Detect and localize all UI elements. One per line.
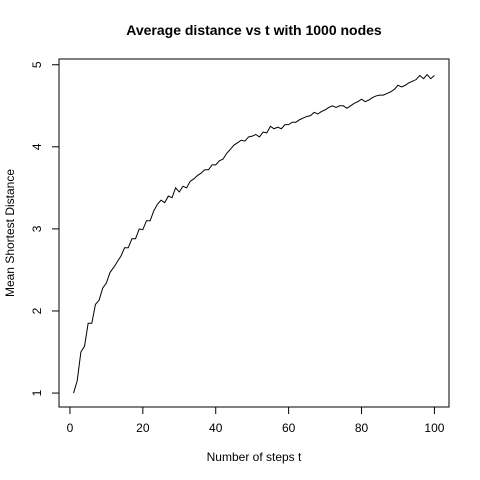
y-tick-label: 2 [30,307,44,314]
x-tick-label: 100 [424,421,444,435]
x-axis: 0 20 40 60 80 100 [67,407,445,435]
y-tick-label: 3 [30,225,44,232]
plot-frame [58,58,450,408]
y-tick-label: 5 [30,61,44,68]
y-tick-label: 4 [30,143,44,150]
x-tick-label: 0 [67,421,74,435]
x-tick-label: 20 [136,421,150,435]
x-axis-label: Number of steps t [207,450,302,464]
series-line [73,73,435,394]
chart-title: Average distance vs t with 1000 nodes [126,22,382,38]
x-tick-label: 40 [209,421,223,435]
x-tick-label: 80 [355,421,369,435]
y-axis-label: Mean Shortest Distance [3,169,17,297]
y-axis: 1 2 3 4 5 [30,61,59,396]
y-tick-label: 1 [30,389,44,396]
x-tick-label: 60 [282,421,296,435]
